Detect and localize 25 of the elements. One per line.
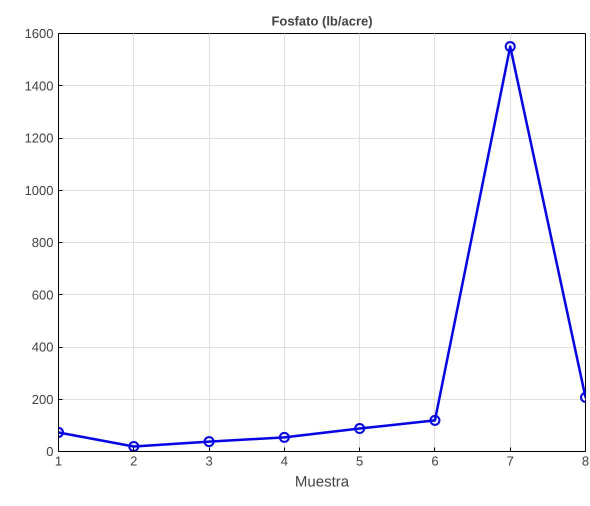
y-tick-label: 1200 [24, 130, 54, 146]
point [504, 41, 516, 52]
y-tick-label: 1600 [24, 26, 54, 41]
x-tick-label: 3 [205, 454, 213, 468]
y-tick-label: 800 [32, 235, 54, 250]
x-tick-label: 8 [582, 454, 590, 468]
point [204, 436, 215, 448]
x-tick-label: 2 [130, 454, 138, 468]
y-tick-label: 0 [46, 444, 54, 459]
y-tick-label: 400 [32, 340, 54, 354]
x-tick-label: 7 [506, 454, 514, 468]
x-tick-label: 6 [431, 454, 439, 468]
chart-title: Fosfato (lb/acre) [271, 14, 373, 28]
y-tick-label: 600 [32, 287, 54, 302]
point [429, 414, 440, 426]
point [128, 441, 140, 452]
point [278, 432, 290, 443]
y-tick-label: 1000 [24, 182, 54, 198]
x-tick-label: 4 [280, 454, 288, 468]
x-axis-title: Muestra [294, 474, 350, 490]
y-tick-label: 1400 [24, 78, 54, 94]
y-tick-label: 200 [32, 392, 54, 407]
point [354, 423, 366, 434]
x-tick-label: 1 [54, 454, 62, 468]
x-tick-label: 5 [356, 454, 364, 468]
